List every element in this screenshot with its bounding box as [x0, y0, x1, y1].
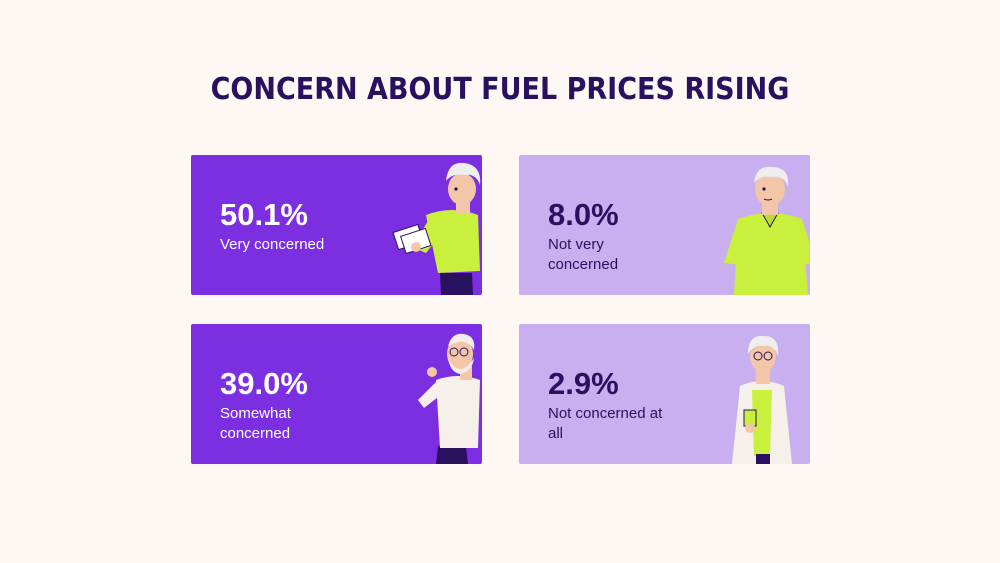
stat-value: 8.0%: [548, 197, 619, 232]
stat-value: 50.1%: [220, 197, 308, 232]
stat-card-somewhat-concerned: 39.0% Somewhat concerned: [191, 324, 482, 464]
stat-card-very-concerned: 50.1% Very concerned: [191, 155, 482, 295]
man-green-polo-illustration: [724, 166, 810, 295]
stat-card-not-very-concerned: 8.0% Not very concerned: [519, 155, 810, 295]
stat-label: Not very concerned: [548, 236, 619, 273]
woman-with-cup-illustration: [732, 335, 792, 464]
stat-value: 39.0%: [220, 366, 308, 401]
bearded-man-thinking-illustration: [418, 333, 480, 464]
stat-label: Somewhat concerned: [220, 405, 291, 442]
chart-title: CONCERN ABOUT FUEL PRICES RISING: [210, 72, 790, 107]
stat-card-not-concerned-at-all: 2.9% Not concerned at all: [519, 324, 810, 464]
stat-label: Not concerned at all: [548, 405, 663, 442]
stat-label: Very concerned: [220, 236, 325, 253]
stat-value: 2.9%: [548, 366, 619, 401]
man-reading-bills-illustration: [392, 162, 481, 295]
